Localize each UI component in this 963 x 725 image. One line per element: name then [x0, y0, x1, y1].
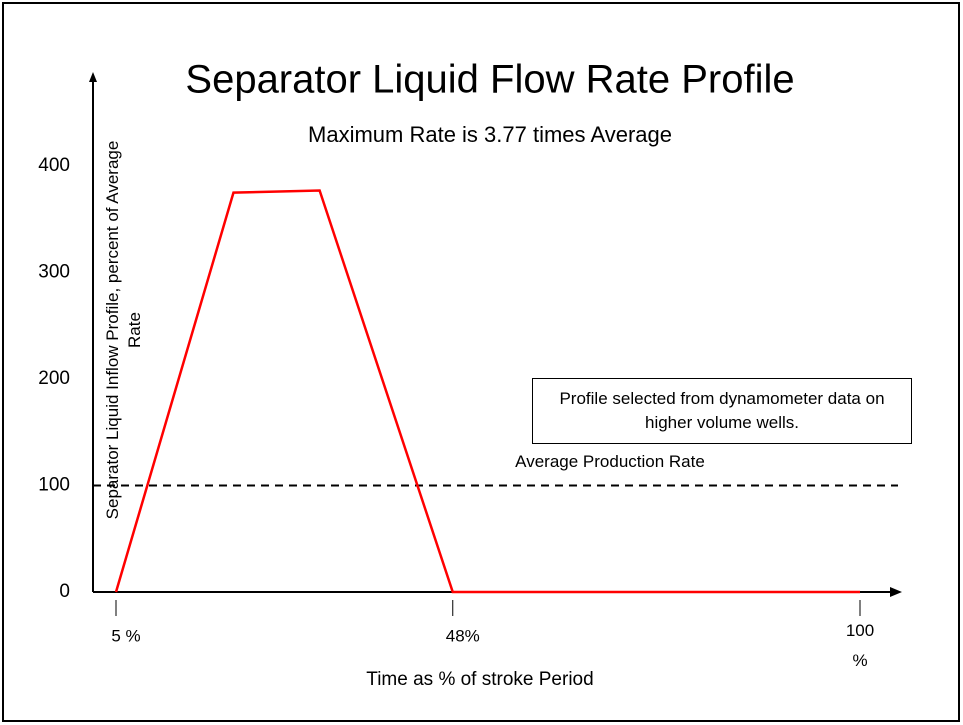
- annotation-box: Profile selected from dynamometer data o…: [532, 378, 912, 444]
- y-tick-label: 200: [38, 368, 70, 389]
- y-tick-label: 0: [59, 581, 70, 602]
- chart-title: Separator Liquid Flow Rate Profile: [185, 58, 794, 102]
- x-axis-arrow: [890, 587, 902, 597]
- y-tick-label: 300: [38, 262, 70, 283]
- data-line: [114, 189, 860, 594]
- y-axis-arrow: [89, 72, 97, 82]
- average-label: Average Production Rate: [515, 452, 705, 471]
- y-tick-label: 100: [38, 475, 70, 496]
- y-tick-label: 400: [38, 155, 70, 176]
- x-tick-label: 100 %: [845, 621, 875, 670]
- x-axis-label: Time as % of stroke Period: [366, 669, 593, 690]
- y-axis-label: Separator Liquid Inflow Profile, percent…: [103, 140, 144, 520]
- x-tick-label: 5 %: [111, 626, 140, 645]
- x-tick-label: 48%: [446, 626, 480, 645]
- chart-subtitle: Maximum Rate is 3.77 times Average: [308, 122, 672, 147]
